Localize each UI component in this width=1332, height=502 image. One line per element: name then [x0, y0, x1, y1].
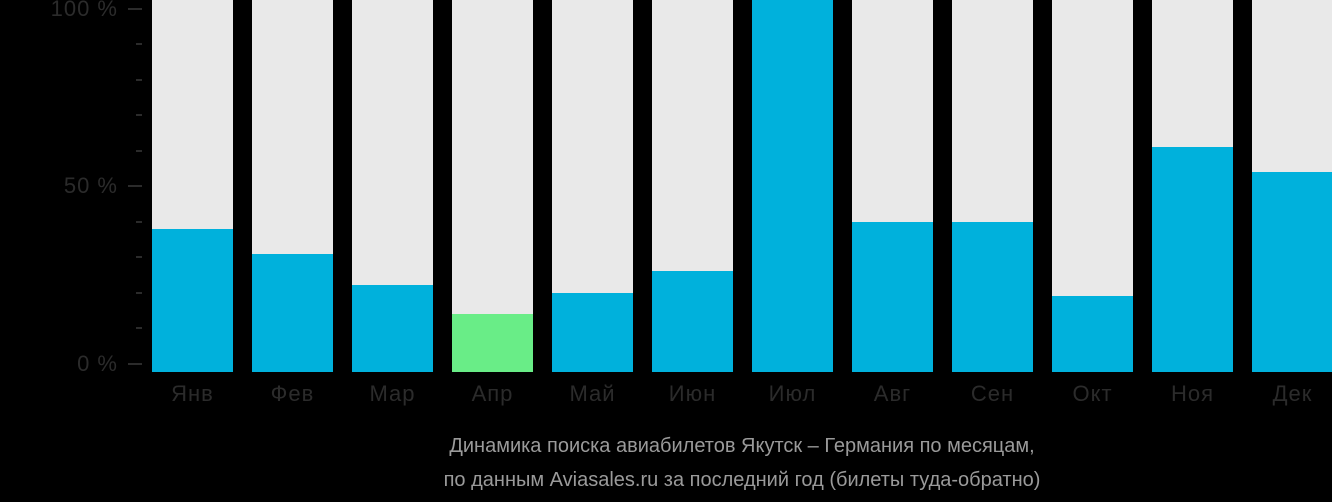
bar-group: Мар — [352, 0, 433, 406]
chart-subtitle: по данным Aviasales.ru за последний год … — [443, 469, 1041, 491]
x-axis-label: Окт — [1072, 381, 1113, 406]
bar-value — [1052, 296, 1133, 372]
x-axis-label: Дек — [1272, 381, 1313, 406]
bar-value — [652, 271, 733, 372]
bar-value — [852, 222, 933, 372]
y-axis-tick-label: 50 % — [63, 173, 118, 199]
bar-value — [952, 222, 1033, 372]
bar-value — [252, 254, 333, 372]
x-axis-label: Май — [569, 381, 616, 406]
y-axis-minor-tick — [136, 114, 142, 117]
bar-group: Фев — [252, 0, 333, 406]
x-axis-label: Ноя — [1170, 381, 1215, 406]
y-axis-minor-tick — [136, 256, 142, 259]
y-axis-minor-tick — [136, 78, 142, 81]
bar-value — [452, 314, 533, 372]
y-axis-minor-tick — [136, 291, 142, 294]
x-axis-label: Июн — [668, 381, 717, 406]
y-axis-minor-tick — [136, 327, 142, 330]
y-axis-tick-label: 100 % — [50, 0, 118, 21]
y-axis-major-tick — [128, 185, 142, 188]
bar-group: Июн — [652, 0, 733, 406]
bar-group: Сен — [952, 0, 1033, 406]
bar-value — [1252, 172, 1332, 372]
bar-group: Июл — [752, 0, 833, 406]
bar-group: Май — [552, 0, 633, 406]
bar-group: Апр — [452, 0, 533, 406]
x-axis-label: Сен — [970, 381, 1015, 406]
y-axis-major-tick — [128, 362, 142, 365]
chart-caption: Динамика поиска авиабилетов Якутск – Гер… — [152, 432, 1332, 494]
x-axis-label: Фев — [270, 381, 315, 406]
y-axis-major-tick — [128, 7, 142, 10]
x-axis-label: Янв — [171, 381, 214, 406]
chart-title: Динамика поиска авиабилетов Якутск – Гер… — [449, 435, 1035, 457]
x-axis-label: Мар — [369, 381, 416, 406]
bar-group: Окт — [1052, 0, 1133, 406]
bar-group: Ноя — [1152, 0, 1233, 406]
bar-value — [752, 0, 833, 372]
y-axis-minor-tick — [136, 43, 142, 46]
bar-group: Дек — [1252, 0, 1332, 406]
x-axis-label: Авг — [873, 381, 912, 406]
x-axis-label: Апр — [471, 381, 514, 406]
bar-group: Авг — [852, 0, 933, 406]
x-axis-label: Июл — [768, 381, 817, 406]
bar-value — [152, 229, 233, 372]
bar-value — [352, 285, 433, 372]
y-axis-tick-label: 0 % — [77, 350, 118, 376]
bar-background — [452, 0, 533, 372]
bar-group: Янв — [152, 0, 233, 406]
y-axis-minor-tick — [136, 149, 142, 152]
plot-area: 100 % 50 % 0 % Янв Фев Мар Апр Май Июн Июл Авг Сен… — [50, 0, 1332, 406]
bar-value — [1152, 147, 1233, 372]
bar-value — [552, 293, 633, 372]
y-axis-minor-tick — [136, 220, 142, 223]
